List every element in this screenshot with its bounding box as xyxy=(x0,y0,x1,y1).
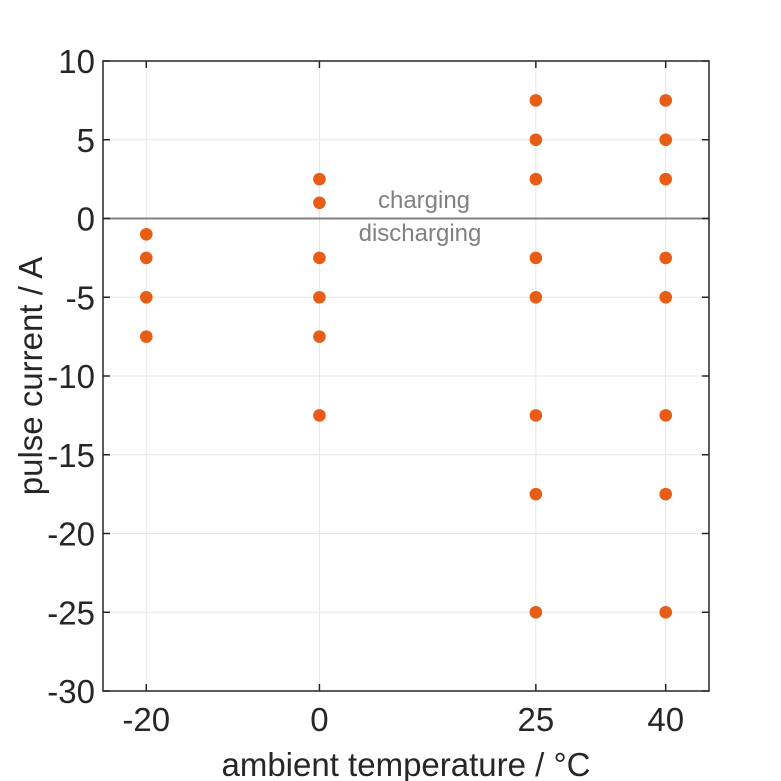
data-point xyxy=(139,330,153,343)
data-point xyxy=(313,330,326,343)
y-axis-title: pulse current / A xyxy=(12,256,49,496)
data-point xyxy=(313,172,326,186)
data-point xyxy=(659,290,673,304)
data-point xyxy=(139,290,153,304)
x-tick-label: 25 xyxy=(517,701,554,738)
data-point xyxy=(659,251,673,265)
y-tick-label: 5 xyxy=(77,122,95,159)
data-point xyxy=(139,227,153,241)
data-point xyxy=(139,251,153,265)
x-tick-label: -20 xyxy=(122,701,170,738)
x-axis-title: ambient temperature / °C xyxy=(221,746,591,781)
data-point xyxy=(659,605,673,619)
data-point xyxy=(313,196,326,210)
x-tick-label: 40 xyxy=(647,701,684,738)
y-tick-label: 0 xyxy=(77,201,95,238)
discharging-label: discharging xyxy=(358,220,482,247)
data-point xyxy=(659,172,673,186)
data-point xyxy=(529,94,543,107)
data-point xyxy=(313,251,326,265)
x-tick-label: 0 xyxy=(310,701,328,738)
y-tick-label: -20 xyxy=(47,516,95,553)
data-point xyxy=(659,94,673,107)
data-point xyxy=(313,290,326,304)
data-point xyxy=(529,409,543,422)
data-point xyxy=(529,487,543,501)
y-tick-label: -25 xyxy=(47,594,95,631)
data-point xyxy=(529,133,543,147)
data-point xyxy=(529,251,543,265)
y-tick-label: -15 xyxy=(47,437,95,474)
data-point xyxy=(659,409,673,422)
charging-label: charging xyxy=(377,187,471,214)
y-tick-label: -5 xyxy=(66,279,95,316)
data-point xyxy=(529,172,543,186)
y-tick-label: -30 xyxy=(47,673,95,710)
data-point xyxy=(313,409,326,422)
data-point xyxy=(529,605,543,619)
data-point xyxy=(659,487,673,501)
data-point xyxy=(529,290,543,304)
data-point xyxy=(659,133,673,147)
y-tick-label: -10 xyxy=(47,358,95,395)
y-tick-label: 10 xyxy=(58,43,95,80)
